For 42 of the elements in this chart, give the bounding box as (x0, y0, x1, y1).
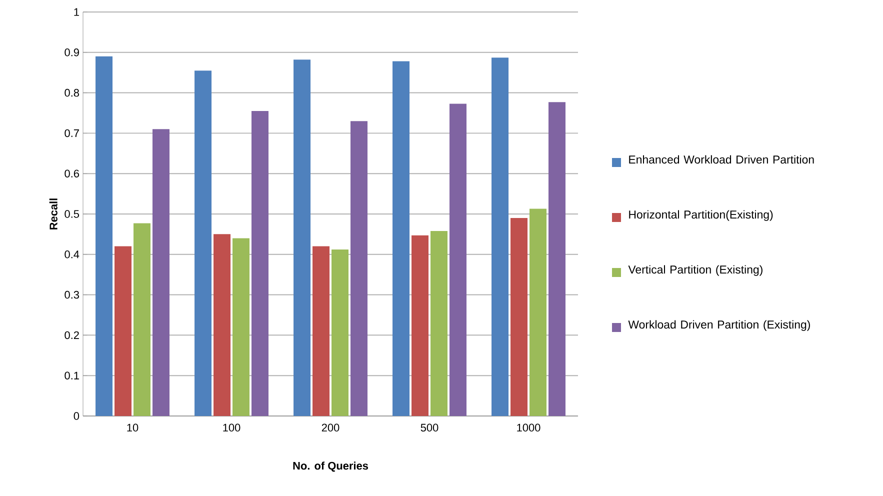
bar (312, 246, 330, 416)
bar (548, 102, 566, 416)
bar (232, 238, 250, 416)
y-tick-label: 0.3 (64, 290, 80, 299)
x-axis-title: No. of Queries (293, 462, 368, 472)
x-tick-label: 10 (127, 424, 138, 432)
bar (430, 230, 448, 416)
bar (194, 70, 212, 416)
bar (96, 56, 113, 416)
y-tick-label: 0.4 (64, 250, 80, 258)
bar (152, 129, 170, 416)
legend-label: Horizontal Partition(Existing) (629, 210, 773, 221)
bar (332, 250, 348, 416)
legend-label: Enhanced Workload Driven Partition (629, 155, 814, 164)
legend-label: Vertical Partition (Existing) (628, 265, 762, 276)
y-tick-label: 0.2 (64, 331, 79, 340)
y-tick-label: 0.1 (64, 372, 79, 380)
bar (214, 234, 231, 416)
legend-label: Workload Driven Partition (Existing) (628, 320, 810, 331)
y-tick-label: 0.5 (64, 210, 80, 218)
bar (350, 121, 368, 416)
bar (412, 235, 429, 416)
bar (449, 104, 466, 416)
y-tick-label: 0.9 (64, 48, 79, 56)
bar (392, 61, 410, 416)
bar (510, 218, 528, 416)
x-tick-label: 200 (322, 424, 340, 432)
y-axis-title: Recall (49, 198, 58, 230)
y-tick-label: 0.8 (64, 88, 80, 97)
bar (530, 208, 546, 416)
x-tick-label: 500 (420, 424, 438, 432)
x-tick-label: 1000 (517, 424, 540, 432)
bar (492, 58, 509, 416)
bar (134, 223, 151, 416)
bar (294, 60, 311, 416)
y-tick-label: 1 (74, 8, 79, 16)
bar (114, 246, 132, 416)
y-tick-label: 0.7 (64, 129, 79, 138)
y-tick-label: 0 (74, 412, 80, 420)
y-tick-label: 0.6 (64, 170, 80, 178)
x-tick-label: 100 (223, 424, 240, 432)
bar (251, 110, 268, 416)
